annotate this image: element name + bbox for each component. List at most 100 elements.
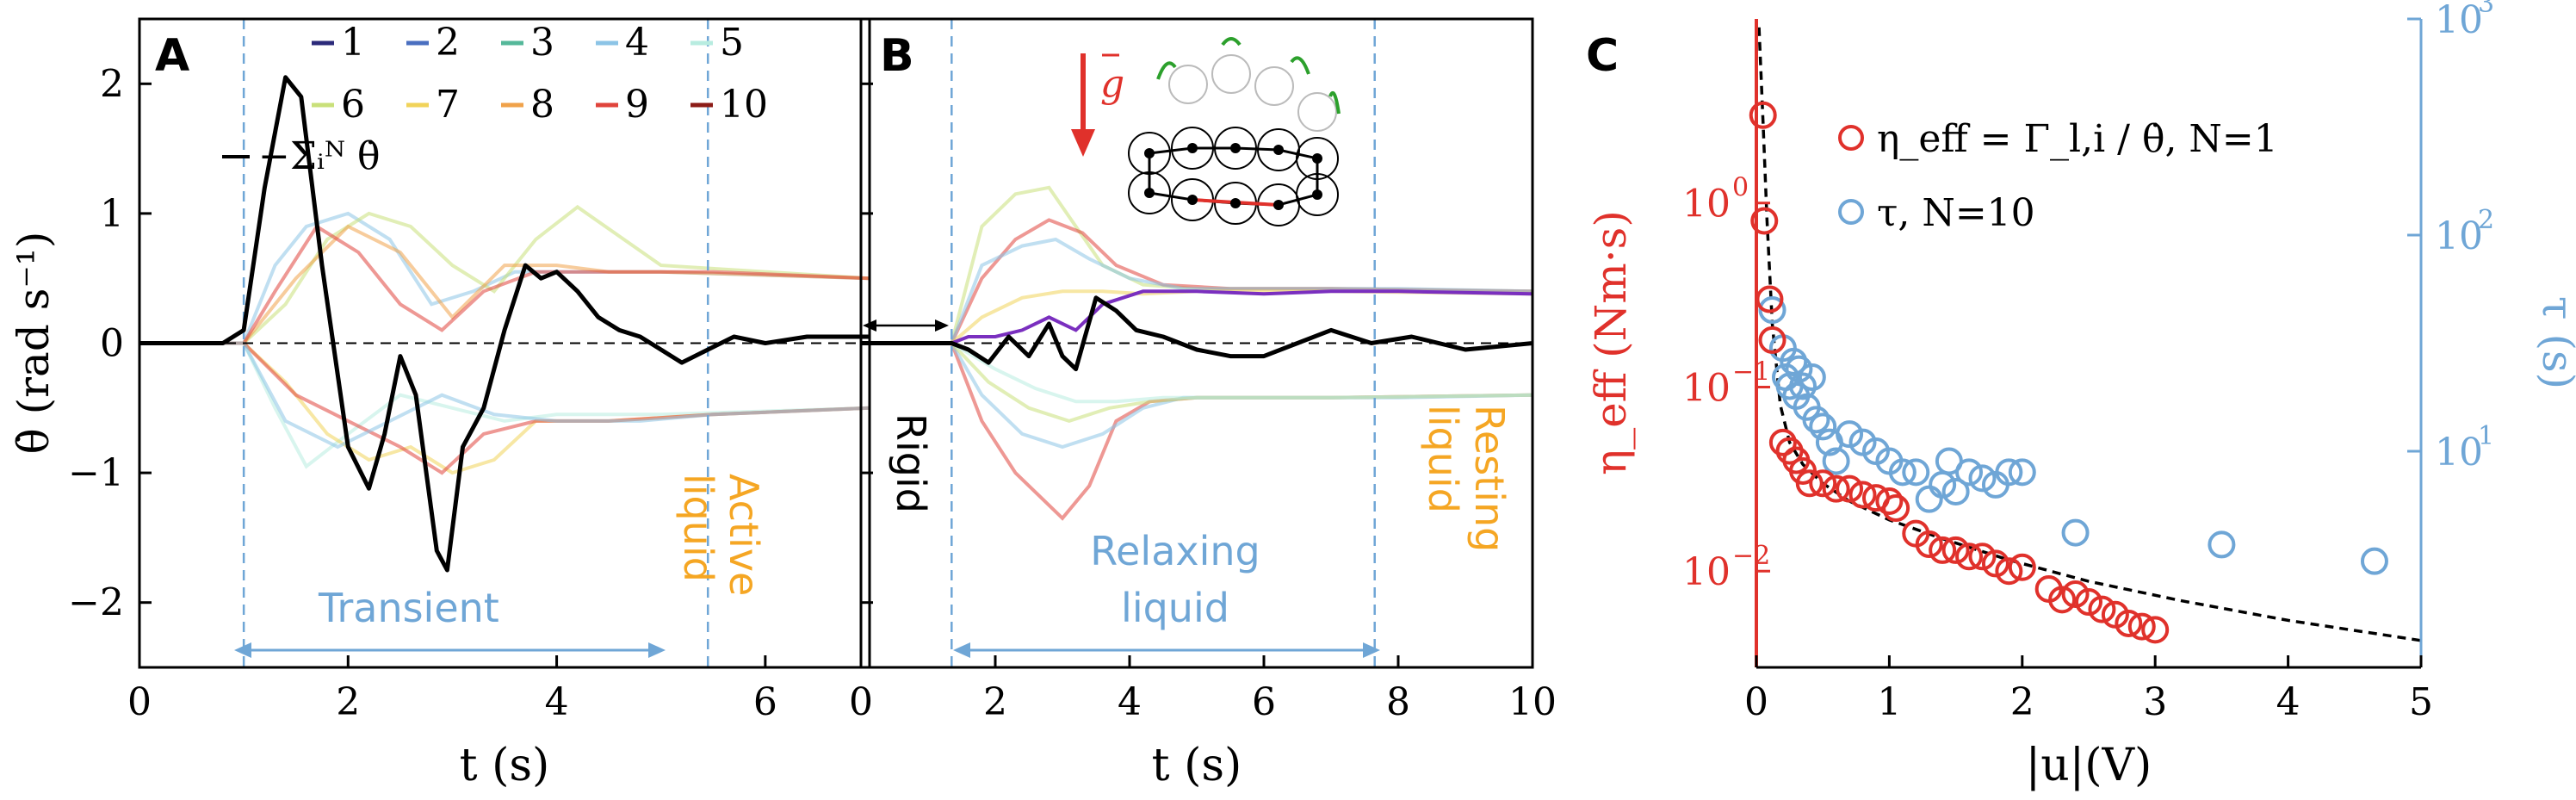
series-line-3 — [861, 237, 1533, 345]
x-tick-label: 6 — [1252, 680, 1276, 724]
legend-label-2: 2 — [436, 21, 460, 65]
panel-c-tau-points — [1758, 296, 2388, 575]
y-tick-label: −1 — [68, 451, 124, 495]
legend-eta-marker — [1838, 125, 1864, 151]
eta-point — [1822, 474, 1850, 503]
panel-a: A 0 2 4 6 −2 −1 0 1 2 1 2 3 4 5 6 7 8 9 10 −Σᵢᴺ θ̇ Transi… — [9, 17, 871, 791]
x-tick-label: 10 — [1508, 680, 1557, 724]
eta-point — [2075, 588, 2102, 617]
panel-b-guides — [861, 19, 1533, 667]
left-y-tick-label: 10 — [1682, 183, 1731, 226]
legend-label-5: 5 — [720, 21, 744, 65]
y-tick-label: 1 — [100, 192, 124, 236]
legend-tau-label: τ, N=10 — [1877, 191, 2035, 235]
x-tick-label: 1 — [1877, 680, 1901, 724]
series-line-5 — [139, 341, 870, 469]
relaxing-label-line2: liquid — [1121, 585, 1229, 631]
panel-label-c: C — [1586, 30, 1619, 82]
rotation-arrow — [1328, 91, 1341, 115]
legend-label-1: 1 — [341, 21, 365, 65]
right-y-tick-exponent: 3 — [2478, 0, 2494, 19]
panel-b-individual-series — [861, 185, 1533, 521]
series-line-4 — [861, 289, 1533, 345]
robot-joint — [1230, 143, 1241, 153]
eta-point — [1929, 536, 1957, 564]
panel-b-ticks: 0 2 4 6 8 10 — [849, 82, 1557, 724]
left-y-tick-label: 10 — [1682, 550, 1731, 594]
panel-c-ylabel-right: τ (s) — [2533, 296, 2576, 389]
x-tick-label: 5 — [2409, 680, 2433, 724]
right-y-tick-exponent: 2 — [2478, 205, 2494, 235]
legend-label-8: 8 — [530, 83, 554, 127]
tau-point — [2061, 518, 2090, 547]
panel-a-xlabel: t (s) — [460, 740, 550, 791]
tau-point — [1941, 477, 1970, 505]
transient-label: Transient — [318, 585, 499, 631]
eta-point — [1749, 101, 1777, 129]
rotation-arrow — [1156, 61, 1177, 80]
x-tick-label: 2 — [336, 680, 360, 724]
ghost-module — [1211, 54, 1251, 94]
left-y-tick-exponent: −1 — [1732, 357, 1770, 387]
x-tick-label: 0 — [127, 680, 152, 724]
x-tick-label: 4 — [2276, 680, 2300, 724]
panel-a-ticks: 0 2 4 6 −2 −1 0 1 2 — [68, 62, 777, 724]
eta-point — [1915, 530, 1943, 559]
series-line-6 — [139, 341, 870, 475]
tau-point — [1809, 412, 1837, 441]
tau-point — [1798, 363, 1826, 392]
tau-point — [1968, 464, 1997, 493]
robot-joint — [1144, 188, 1155, 198]
tau-point — [1758, 296, 1786, 325]
legend-label-3: 3 — [530, 21, 554, 65]
legend-label-6: 6 — [341, 83, 365, 127]
legend-label-4: 4 — [625, 21, 649, 65]
robot-joint — [1273, 200, 1284, 210]
active-label-line2: liquid — [675, 474, 721, 582]
panel-b-sum-series — [861, 295, 1533, 372]
tau-point — [1780, 347, 1808, 375]
tau-point — [2208, 530, 2236, 559]
panel-c-eta-points — [1749, 101, 2170, 644]
panel-a-individual-series — [139, 204, 870, 475]
transient-arrow-left-head — [234, 642, 251, 658]
tau-point — [1822, 447, 1850, 475]
eta-point — [1809, 469, 1837, 498]
eta-point — [2061, 580, 2090, 608]
panel-label-b: B — [880, 30, 914, 82]
eta-point — [2008, 553, 2036, 581]
right-y-tick-label: 10 — [2435, 431, 2483, 474]
x-tick-label: 0 — [849, 680, 873, 724]
eta-point — [1941, 536, 1970, 564]
resting-label-line2: liquid — [1420, 405, 1466, 513]
panel-a-sum-series — [139, 75, 870, 573]
x-tick-label: 2 — [2010, 680, 2034, 724]
eta-point — [1836, 474, 1864, 503]
rigid-label: Rigid — [888, 413, 934, 513]
panel-c-xlabel: |u|(V) — [2026, 740, 2152, 791]
robot-joint — [1144, 148, 1155, 158]
eta-point — [1875, 487, 1904, 515]
eta-point — [1882, 494, 1910, 523]
series-line-2 — [861, 218, 1533, 345]
eta-point — [2141, 616, 2170, 644]
rotation-arrow — [1221, 37, 1242, 47]
x-tick-label: 3 — [2143, 680, 2167, 724]
eta-point — [1750, 207, 1779, 235]
rotation-arrow — [1290, 56, 1310, 75]
y-tick-label: 2 — [100, 62, 124, 106]
relaxing-label-line1: Relaxing — [1090, 528, 1260, 574]
eta-point — [1795, 469, 1824, 498]
ghost-module — [1168, 65, 1208, 104]
legend-label-10: 10 — [720, 83, 768, 127]
series-line-4 — [139, 224, 870, 345]
robot-joint — [1273, 145, 1284, 155]
series-line-7 — [139, 341, 870, 475]
tau-point — [1836, 420, 1864, 449]
eta-point — [2115, 609, 2143, 637]
legend-tau-marker — [1838, 199, 1864, 225]
series-line-8 — [861, 341, 1533, 404]
relaxing-arrow-right-head — [1363, 642, 1380, 658]
